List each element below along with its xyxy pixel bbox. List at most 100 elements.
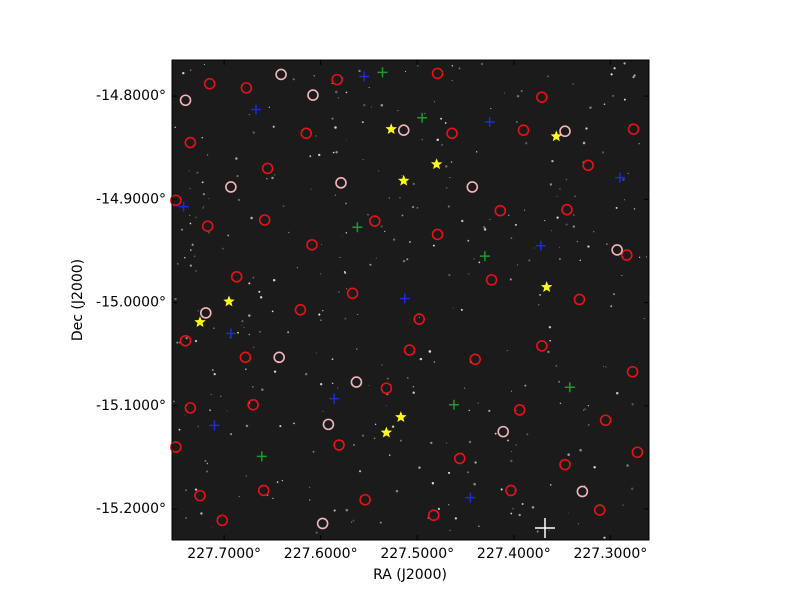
- noise-dot: [220, 395, 222, 398]
- noise-dot: [391, 425, 395, 428]
- noise-dot: [638, 256, 641, 258]
- noise-dot: [559, 188, 561, 190]
- noise-dot: [572, 83, 574, 85]
- noise-dot: [549, 339, 552, 342]
- noise-dot: [309, 499, 311, 501]
- noise-dot: [482, 226, 486, 229]
- x-tick-label: 227.5000°: [380, 546, 454, 562]
- noise-dot: [248, 314, 251, 317]
- noise-dot: [556, 216, 559, 219]
- noise-dot: [331, 82, 333, 85]
- noise-dot: [418, 316, 420, 318]
- noise-dot: [379, 521, 382, 524]
- source-marker: [307, 89, 319, 101]
- noise-dot: [516, 95, 520, 98]
- noise-dot: [506, 349, 508, 352]
- source-marker: [497, 425, 509, 438]
- source-marker: [179, 334, 192, 347]
- noise-dot: [460, 308, 463, 311]
- noise-dot: [318, 313, 321, 316]
- noise-dot: [197, 310, 199, 312]
- noise-dot: [194, 255, 196, 257]
- noise-dot: [259, 296, 263, 299]
- noise-dot: [189, 188, 191, 190]
- noise-dot: [477, 402, 479, 404]
- source-marker: [536, 340, 548, 352]
- source-marker: [216, 514, 229, 527]
- noise-dot: [610, 305, 613, 308]
- noise-dot: [407, 377, 409, 379]
- noise-dot: [358, 69, 361, 73]
- source-marker: [230, 270, 243, 283]
- noise-dot: [466, 471, 469, 474]
- noise-dot: [318, 153, 321, 157]
- noise-dot: [448, 471, 451, 474]
- noise-dot: [633, 208, 636, 210]
- noise-dot: [432, 244, 435, 247]
- noise-dot: [632, 76, 635, 79]
- noise-dot: [204, 459, 207, 462]
- source-marker: [359, 493, 371, 506]
- noise-dot: [461, 219, 464, 223]
- noise-dot: [202, 207, 204, 209]
- noise-dot: [210, 394, 212, 396]
- noise-dot: [345, 232, 348, 234]
- noise-dot: [235, 157, 238, 160]
- noise-dot: [245, 475, 248, 477]
- noise-dot: [331, 358, 334, 360]
- noise-dot: [176, 341, 179, 344]
- noise-dot: [315, 135, 317, 137]
- source-marker: [359, 71, 370, 82]
- source-marker: [179, 94, 192, 107]
- noise-dot: [176, 263, 179, 265]
- noise-dot: [189, 214, 191, 216]
- noise-dot: [638, 142, 641, 145]
- noise-dot: [526, 433, 529, 436]
- source-marker: [427, 509, 440, 522]
- noise-dot: [386, 377, 389, 380]
- noise-dot: [504, 92, 505, 94]
- source-marker: [627, 123, 640, 135]
- noise-dot: [352, 519, 355, 522]
- noise-dot: [450, 161, 453, 163]
- noise-dot: [500, 488, 503, 491]
- source-marker: [505, 484, 517, 497]
- noise-dot: [185, 489, 188, 492]
- noise-dot: [357, 313, 359, 316]
- noise-dot: [416, 206, 419, 209]
- noise-dot: [548, 326, 552, 329]
- noise-dot: [548, 529, 550, 531]
- noise-dot: [201, 136, 204, 139]
- axes: 227.7000° 227.6000° 227.5000° 227.4000° 227.…: [96, 60, 649, 562]
- y-tick-label: -15.0000°: [96, 295, 166, 311]
- source-marker: [395, 411, 407, 422]
- source-marker: [380, 426, 393, 438]
- noise-dot: [404, 70, 406, 72]
- plot-frame: [171, 59, 650, 541]
- noise-dot: [368, 385, 370, 387]
- source-marker: [431, 228, 444, 241]
- source-marker: [484, 116, 495, 127]
- noise-dot: [440, 117, 443, 120]
- source-marker: [417, 112, 428, 123]
- noise-dot: [510, 237, 513, 239]
- noise-dot: [549, 484, 552, 486]
- source-marker: [178, 201, 189, 212]
- noise-dot: [468, 440, 472, 444]
- noise-dot: [468, 273, 470, 275]
- noise-dot: [173, 400, 175, 403]
- source-marker: [239, 351, 252, 364]
- source-marker: [331, 73, 343, 86]
- noise-dot: [418, 466, 421, 469]
- noise-dot: [375, 257, 377, 259]
- source-marker: [251, 104, 262, 115]
- source-marker: [184, 402, 197, 414]
- noise-dot: [508, 214, 510, 216]
- noise-dot: [627, 172, 629, 175]
- noise-dot: [244, 368, 247, 371]
- noise-dot: [510, 459, 513, 463]
- noise-dot: [252, 131, 256, 134]
- noise-dot: [549, 183, 553, 186]
- noise-dot: [565, 178, 568, 181]
- noise-dot: [377, 170, 380, 172]
